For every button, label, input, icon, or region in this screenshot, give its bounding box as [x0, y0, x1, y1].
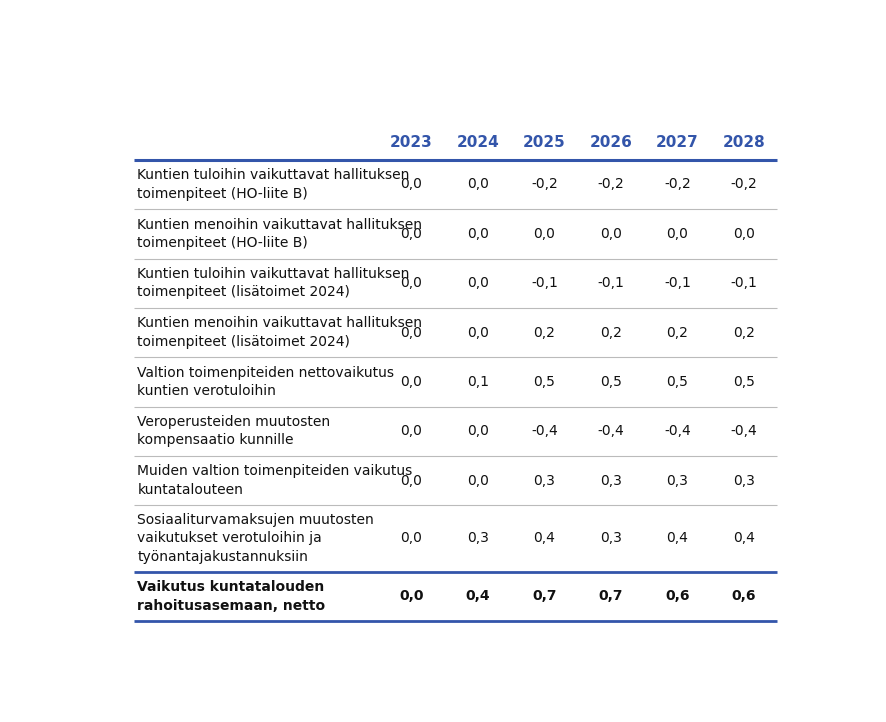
Text: 0,2: 0,2 [533, 326, 556, 339]
Text: 0,6: 0,6 [665, 589, 689, 604]
Text: 0,0: 0,0 [400, 531, 423, 546]
Text: 0,3: 0,3 [666, 474, 688, 487]
Text: -0,1: -0,1 [731, 277, 758, 290]
Text: 0,0: 0,0 [400, 474, 423, 487]
Text: 0,7: 0,7 [599, 589, 623, 604]
Text: 0,0: 0,0 [467, 425, 489, 438]
Text: 0,0: 0,0 [467, 277, 489, 290]
Text: 2023: 2023 [390, 134, 432, 149]
Text: 0,5: 0,5 [666, 375, 688, 389]
Text: 0,4: 0,4 [533, 531, 556, 546]
Text: 0,3: 0,3 [733, 474, 755, 487]
Text: -0,4: -0,4 [531, 425, 558, 438]
Text: -0,4: -0,4 [664, 425, 691, 438]
Text: 0,2: 0,2 [600, 326, 622, 339]
Text: Sosiaaliturvamaksujen muutosten
vaikutukset verotuloihin ja
työnantajakustannuks: Sosiaaliturvamaksujen muutosten vaikutuk… [137, 513, 374, 564]
Text: 0,3: 0,3 [600, 531, 622, 546]
Text: 0,0: 0,0 [733, 227, 755, 241]
Text: 2027: 2027 [657, 134, 699, 149]
Text: 0,4: 0,4 [733, 531, 755, 546]
Text: 0,4: 0,4 [466, 589, 490, 604]
Text: 0,3: 0,3 [467, 531, 489, 546]
Text: Kuntien tuloihin vaikuttavat hallituksen
toimenpiteet (HO-liite B): Kuntien tuloihin vaikuttavat hallituksen… [137, 168, 410, 201]
Text: 0,0: 0,0 [400, 326, 423, 339]
Text: 0,3: 0,3 [533, 474, 556, 487]
Text: 0,0: 0,0 [400, 277, 423, 290]
Text: Vaikutus kuntatalouden
rahoitusasemaan, netto: Vaikutus kuntatalouden rahoitusasemaan, … [137, 580, 325, 612]
Text: 0,0: 0,0 [467, 178, 489, 191]
Text: 0,0: 0,0 [533, 227, 556, 241]
Text: 0,5: 0,5 [600, 375, 622, 389]
Text: 0,7: 0,7 [532, 589, 556, 604]
Text: 0,0: 0,0 [399, 589, 424, 604]
Text: -0,2: -0,2 [597, 178, 625, 191]
Text: -0,1: -0,1 [664, 277, 691, 290]
Text: Kuntien menoihin vaikuttavat hallituksen
toimenpiteet (lisätoimet 2024): Kuntien menoihin vaikuttavat hallituksen… [137, 316, 423, 349]
Text: -0,2: -0,2 [531, 178, 558, 191]
Text: -0,1: -0,1 [597, 277, 625, 290]
Text: -0,1: -0,1 [531, 277, 558, 290]
Text: 0,2: 0,2 [733, 326, 755, 339]
Text: -0,4: -0,4 [597, 425, 625, 438]
Text: 2024: 2024 [456, 134, 500, 149]
Text: 0,0: 0,0 [467, 474, 489, 487]
Text: 0,3: 0,3 [600, 474, 622, 487]
Text: 0,0: 0,0 [400, 227, 423, 241]
Text: -0,2: -0,2 [664, 178, 691, 191]
Text: Kuntien menoihin vaikuttavat hallituksen
toimenpiteet (HO-liite B): Kuntien menoihin vaikuttavat hallituksen… [137, 217, 423, 250]
Text: 2025: 2025 [523, 134, 566, 149]
Text: 0,0: 0,0 [600, 227, 622, 241]
Text: -0,4: -0,4 [731, 425, 758, 438]
Text: 0,1: 0,1 [467, 375, 489, 389]
Text: Muiden valtion toimenpiteiden vaikutus
kuntatalouteen: Muiden valtion toimenpiteiden vaikutus k… [137, 464, 413, 497]
Text: 0,5: 0,5 [733, 375, 755, 389]
Text: 0,0: 0,0 [400, 375, 423, 389]
Text: -0,2: -0,2 [731, 178, 758, 191]
Text: 0,0: 0,0 [467, 326, 489, 339]
Text: 0,6: 0,6 [732, 589, 757, 604]
Text: Veroperusteiden muutosten
kompensaatio kunnille: Veroperusteiden muutosten kompensaatio k… [137, 415, 330, 448]
Text: 0,5: 0,5 [533, 375, 556, 389]
Text: 0,0: 0,0 [400, 178, 423, 191]
Text: Valtion toimenpiteiden nettovaikutus
kuntien verotuloihin: Valtion toimenpiteiden nettovaikutus kun… [137, 366, 394, 398]
Text: Kuntien tuloihin vaikuttavat hallituksen
toimenpiteet (lisätoimet 2024): Kuntien tuloihin vaikuttavat hallituksen… [137, 267, 410, 300]
Text: 0,0: 0,0 [467, 227, 489, 241]
Text: 0,0: 0,0 [666, 227, 688, 241]
Text: 0,4: 0,4 [666, 531, 688, 546]
Text: 2026: 2026 [589, 134, 633, 149]
Text: 2028: 2028 [723, 134, 766, 149]
Text: 0,2: 0,2 [666, 326, 688, 339]
Text: 0,0: 0,0 [400, 425, 423, 438]
